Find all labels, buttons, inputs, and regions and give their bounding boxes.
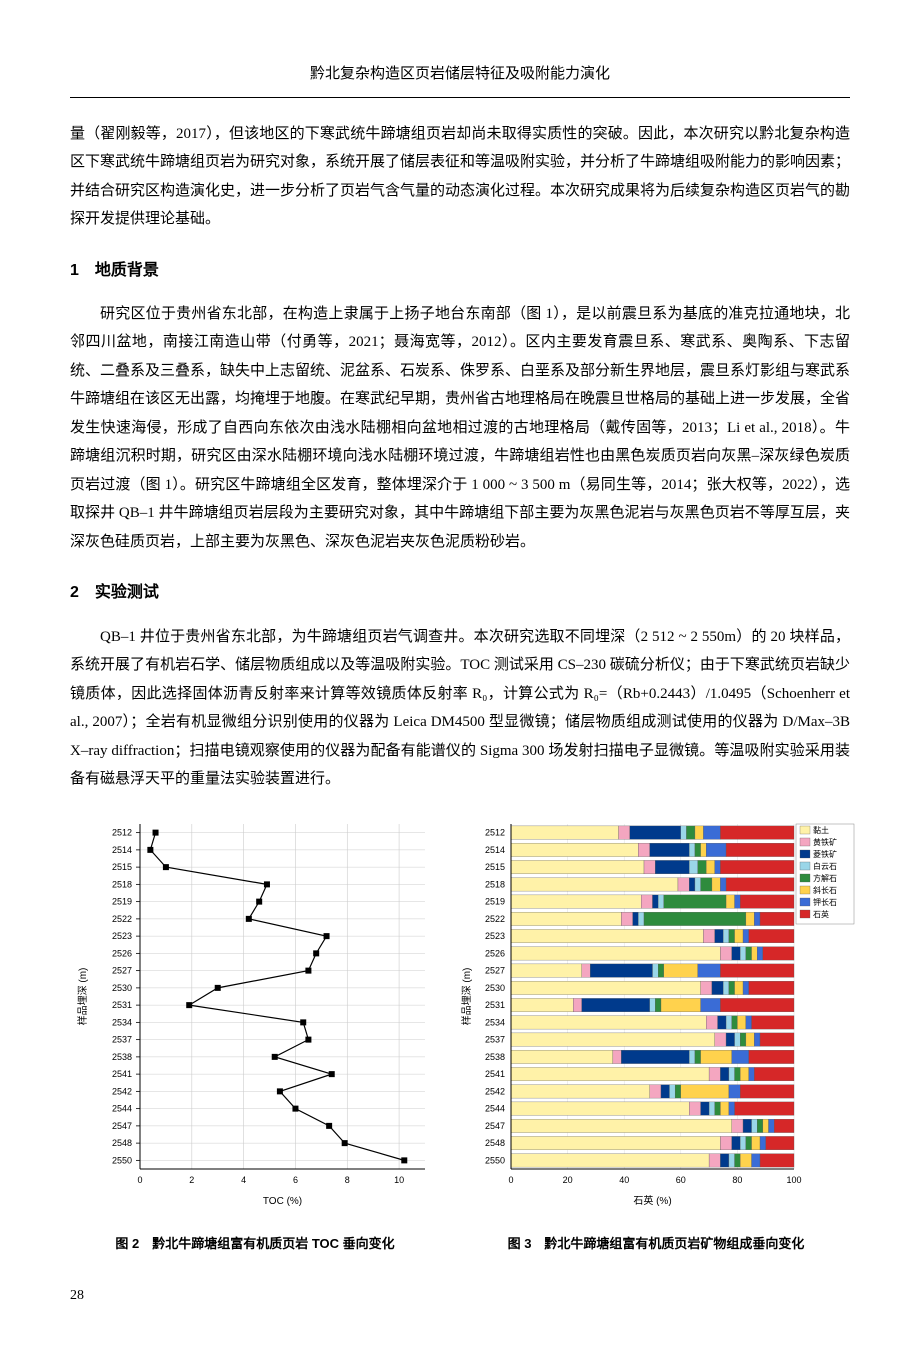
svg-text:2548: 2548 [485, 1138, 505, 1148]
svg-text:2526: 2526 [485, 948, 505, 958]
svg-text:2550: 2550 [112, 1155, 132, 1165]
svg-text:2547: 2547 [112, 1121, 132, 1131]
svg-text:黏土: 黏土 [813, 825, 829, 835]
svg-text:TOC (%): TOC (%) [263, 1196, 302, 1207]
svg-text:样品埋深 (m): 样品埋深 (m) [76, 967, 89, 1025]
svg-text:2523: 2523 [112, 931, 132, 941]
page-header: 黔北复杂构造区页岩储层特征及吸附能力演化 [70, 60, 850, 98]
svg-text:2: 2 [189, 1175, 194, 1185]
intro-paragraph: 量（翟刚毅等，2017），但该地区的下寒武统牛蹄塘组页岩却尚未取得实质性的突破。… [70, 120, 850, 234]
chart-2-svg: 0 2 4 6 8 10 2512 2514 2515 2518 2519 2522 2523 2526 2… [70, 814, 440, 1214]
svg-text:2515: 2515 [485, 862, 505, 872]
svg-text:2530: 2530 [485, 983, 505, 993]
svg-text:10: 10 [394, 1175, 404, 1185]
chart-3-block: 0 20 40 60 80 100 2512 2514 2515 2518 2519 2522 2523… [456, 814, 856, 1257]
svg-text:2518: 2518 [485, 879, 505, 889]
section-2-paragraph: QB–1 井位于贵州省东北部，为牛蹄塘组页岩气调查井。本次研究选取不同埋深（2 … [70, 623, 850, 794]
svg-text:2542: 2542 [112, 1086, 132, 1096]
svg-text:2526: 2526 [112, 948, 132, 958]
svg-text:6: 6 [293, 1175, 298, 1185]
svg-text:20: 20 [563, 1175, 573, 1185]
svg-text:2512: 2512 [485, 827, 505, 837]
chart-2-caption: 图 2 黔北牛蹄塘组富有机质页岩 TOC 垂向变化 [70, 1232, 440, 1257]
svg-text:2514: 2514 [112, 845, 132, 855]
svg-text:0: 0 [508, 1175, 513, 1185]
svg-text:2531: 2531 [112, 1000, 132, 1010]
svg-text:2537: 2537 [485, 1034, 505, 1044]
svg-text:斜长石: 斜长石 [813, 885, 837, 895]
svg-text:白云石: 白云石 [813, 861, 837, 871]
svg-text:石英 (%): 石英 (%) [633, 1194, 671, 1207]
svg-text:样品埋深 (m): 样品埋深 (m) [460, 967, 473, 1025]
svg-text:100: 100 [786, 1175, 801, 1185]
svg-text:80: 80 [732, 1175, 742, 1185]
svg-text:2541: 2541 [112, 1069, 132, 1079]
svg-text:2518: 2518 [112, 879, 132, 889]
svg-text:2522: 2522 [485, 914, 505, 924]
svg-text:2512: 2512 [112, 827, 132, 837]
svg-text:2519: 2519 [112, 896, 132, 906]
svg-text:40: 40 [619, 1175, 629, 1185]
svg-text:菱铁矿: 菱铁矿 [813, 849, 837, 859]
chart-3-caption: 图 3 黔北牛蹄塘组富有机质页岩矿物组成垂向变化 [456, 1232, 856, 1257]
svg-text:4: 4 [241, 1175, 246, 1185]
chart-3-svg: 0 20 40 60 80 100 2512 2514 2515 2518 2519 2522 2523… [456, 814, 856, 1214]
svg-text:2527: 2527 [485, 965, 505, 975]
svg-text:方解石: 方解石 [813, 873, 837, 883]
svg-text:60: 60 [676, 1175, 686, 1185]
svg-text:2548: 2548 [112, 1138, 132, 1148]
svg-text:2537: 2537 [112, 1034, 132, 1044]
chart-2-block: 0 2 4 6 8 10 2512 2514 2515 2518 2519 2522 2523 2526 2… [70, 814, 440, 1257]
svg-text:2544: 2544 [485, 1103, 505, 1113]
section-1-title: 1 地质背景 [70, 256, 850, 286]
svg-text:2550: 2550 [485, 1155, 505, 1165]
svg-text:钾长石: 钾长石 [813, 897, 837, 907]
svg-text:2519: 2519 [485, 896, 505, 906]
section-1-paragraph: 研究区位于贵州省东北部，在构造上隶属于上扬子地台东南部（图 1），是以前震旦系为… [70, 300, 850, 557]
svg-text:2538: 2538 [485, 1052, 505, 1062]
svg-text:8: 8 [345, 1175, 350, 1185]
svg-text:2527: 2527 [112, 965, 132, 975]
svg-text:2547: 2547 [485, 1121, 505, 1131]
svg-text:2544: 2544 [112, 1103, 132, 1113]
svg-text:2531: 2531 [485, 1000, 505, 1010]
svg-text:石英: 石英 [813, 909, 829, 919]
section-2-title: 2 实验测试 [70, 578, 850, 608]
svg-text:2541: 2541 [485, 1069, 505, 1079]
page-number: 28 [70, 1283, 850, 1310]
svg-text:2515: 2515 [112, 862, 132, 872]
svg-text:2514: 2514 [485, 845, 505, 855]
svg-text:2538: 2538 [112, 1052, 132, 1062]
svg-text:2530: 2530 [112, 983, 132, 993]
svg-text:0: 0 [137, 1175, 142, 1185]
svg-text:2534: 2534 [112, 1017, 132, 1027]
svg-text:2542: 2542 [485, 1086, 505, 1096]
charts-row: 0 2 4 6 8 10 2512 2514 2515 2518 2519 2522 2523 2526 2… [70, 814, 850, 1257]
svg-text:2523: 2523 [485, 931, 505, 941]
svg-text:黄铁矿: 黄铁矿 [813, 837, 837, 847]
svg-text:2534: 2534 [485, 1017, 505, 1027]
svg-text:2522: 2522 [112, 914, 132, 924]
